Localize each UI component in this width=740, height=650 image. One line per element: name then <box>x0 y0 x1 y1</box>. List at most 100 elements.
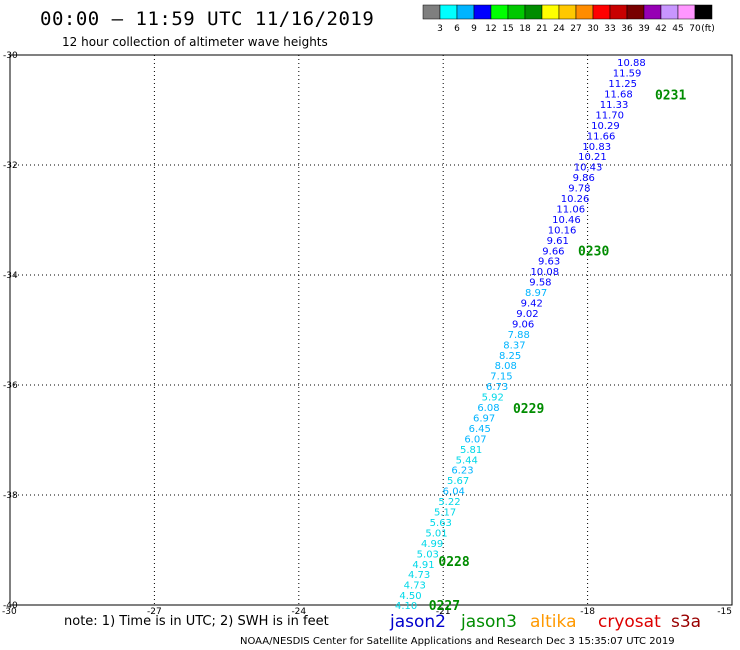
wave-height-value: 11.06 <box>556 204 585 215</box>
pass-time-label: 0231 <box>655 89 686 104</box>
x-tick-label: -18 <box>580 607 595 617</box>
color-scale-label: 33 <box>604 24 615 34</box>
wave-height-value: 4.99 <box>421 539 443 550</box>
color-swatch <box>677 4 696 20</box>
color-scale-label: 24 <box>553 24 565 34</box>
satellite-legend-jason3: jason3 <box>460 612 517 632</box>
x-tick-label: -21 <box>436 607 451 617</box>
color-swatch <box>575 4 594 20</box>
x-tick-label: -15 <box>717 607 732 617</box>
wave-height-value: 11.70 <box>595 110 624 121</box>
y-tick-label: -36 <box>3 381 18 391</box>
wave-height-value: 10.26 <box>561 194 590 205</box>
units-note: note: 1) Time is in UTC; 2) SWH is in fe… <box>64 614 329 629</box>
wave-height-value: 10.21 <box>578 152 607 163</box>
wave-height-value: 11.25 <box>608 79 637 90</box>
wave-height-points: 10.8811.5911.2511.6811.3311.7010.2911.66… <box>395 58 646 612</box>
wave-height-value: 5.03 <box>417 549 439 560</box>
color-scale-label: 12 <box>485 24 496 34</box>
wave-height-value: 8.97 <box>525 288 547 299</box>
wave-height-value: 9.42 <box>521 299 543 310</box>
wave-height-value: 6.97 <box>473 413 495 424</box>
x-tick-labels: -30 -27 -24 -21 -18 -15 <box>2 607 732 617</box>
wave-height-value: 4.73 <box>404 581 426 592</box>
wave-height-value: 9.02 <box>516 309 538 320</box>
color-scale-label: 39 <box>638 24 650 34</box>
wave-height-value: 11.68 <box>604 90 633 101</box>
pass-time-label: 0229 <box>513 402 544 417</box>
color-swatch <box>694 4 713 20</box>
satellite-legend: jason2 jason3 altika cryosat s3a <box>389 612 701 632</box>
wave-height-value: 5.01 <box>425 528 447 539</box>
satellite-legend-cryosat: cryosat <box>598 612 661 632</box>
chart-title: 00:00 – 11:59 UTC 11/16/2019 <box>40 8 374 30</box>
wave-height-value: 4.73 <box>408 570 430 581</box>
color-scale-unit: (ft) <box>701 24 715 34</box>
pass-time-label: 0228 <box>438 555 469 570</box>
color-scale-label: 21 <box>536 24 547 34</box>
wave-height-value: 7.88 <box>508 330 530 341</box>
wave-height-value: 8.25 <box>499 351 521 362</box>
wave-height-value: 4.10 <box>395 601 417 612</box>
x-tick-label: -30 <box>2 607 17 617</box>
y-tick-label: -38 <box>3 491 18 501</box>
wave-height-value: 9.61 <box>547 236 569 247</box>
wave-height-value: 6.04 <box>443 487 465 498</box>
wave-height-value: 6.73 <box>486 382 508 393</box>
wave-height-value: 10.29 <box>591 121 620 132</box>
color-swatch <box>473 4 492 20</box>
wave-height-value: 5.92 <box>482 393 504 404</box>
wave-height-value: 8.08 <box>495 361 517 372</box>
y-tick-label: -40 <box>3 601 18 611</box>
color-swatch <box>609 4 628 20</box>
color-scale-label: 36 <box>621 24 633 34</box>
color-scale-legend: 3 6 9 12 15 18 21 24 27 30 33 36 39 42 45 70 (ft) <box>422 4 715 34</box>
wave-height-value: 4.91 <box>412 560 434 571</box>
wave-height-value: 9.58 <box>529 278 551 289</box>
color-swatch <box>507 4 526 20</box>
wave-height-value: 10.43 <box>574 163 603 174</box>
wave-height-value: 5.81 <box>460 445 482 456</box>
color-swatch <box>626 4 645 20</box>
wave-height-value: 9.86 <box>573 173 595 184</box>
wave-height-value: 5.17 <box>434 508 456 519</box>
color-scale-label: 9 <box>471 24 477 34</box>
color-scale-label: 15 <box>502 24 513 34</box>
wave-height-value: 8.37 <box>503 340 525 351</box>
wave-height-value: 9.78 <box>568 184 590 195</box>
wave-height-value: 9.63 <box>538 257 560 268</box>
color-scale-label: 27 <box>570 24 581 34</box>
wave-height-value: 9.06 <box>512 319 534 330</box>
wave-height-value: 5.67 <box>447 476 469 487</box>
plot-border <box>9 54 733 606</box>
pass-time-labels: 0231 0230 0229 0228 0227 <box>429 89 687 614</box>
color-scale-label: 6 <box>454 24 460 34</box>
satellite-legend-altika: altika <box>530 612 577 632</box>
wave-height-value: 5.44 <box>456 455 478 466</box>
satellite-legend-jason2: jason2 <box>389 612 446 632</box>
color-swatch <box>490 4 509 20</box>
color-scale-label: 70 <box>689 24 701 34</box>
color-swatch <box>524 4 543 20</box>
wave-height-value: 7.15 <box>490 372 512 383</box>
pass-time-label: 0227 <box>429 599 460 614</box>
wave-height-value: 10.83 <box>582 142 611 153</box>
wave-height-value: 10.16 <box>548 225 577 236</box>
wave-height-value: 5.63 <box>430 518 452 529</box>
color-swatch <box>541 4 560 20</box>
wave-height-value: 11.59 <box>613 69 642 80</box>
y-tick-label: -30 <box>3 51 18 61</box>
color-swatch <box>456 4 475 20</box>
x-tick-label: -24 <box>291 607 306 617</box>
wave-height-value: 9.66 <box>542 246 564 257</box>
color-scale-label: 3 <box>437 24 443 34</box>
wave-height-value: 6.23 <box>451 466 473 477</box>
pass-time-label: 0230 <box>578 244 609 259</box>
color-scale-label: 45 <box>672 24 683 34</box>
wave-height-value: 6.07 <box>464 434 486 445</box>
footer-credit: NOAA/NESDIS Center for Satellite Applica… <box>240 636 675 647</box>
color-swatch <box>439 4 458 20</box>
wave-height-value: 6.45 <box>469 424 491 435</box>
y-tick-label: -32 <box>3 161 18 171</box>
